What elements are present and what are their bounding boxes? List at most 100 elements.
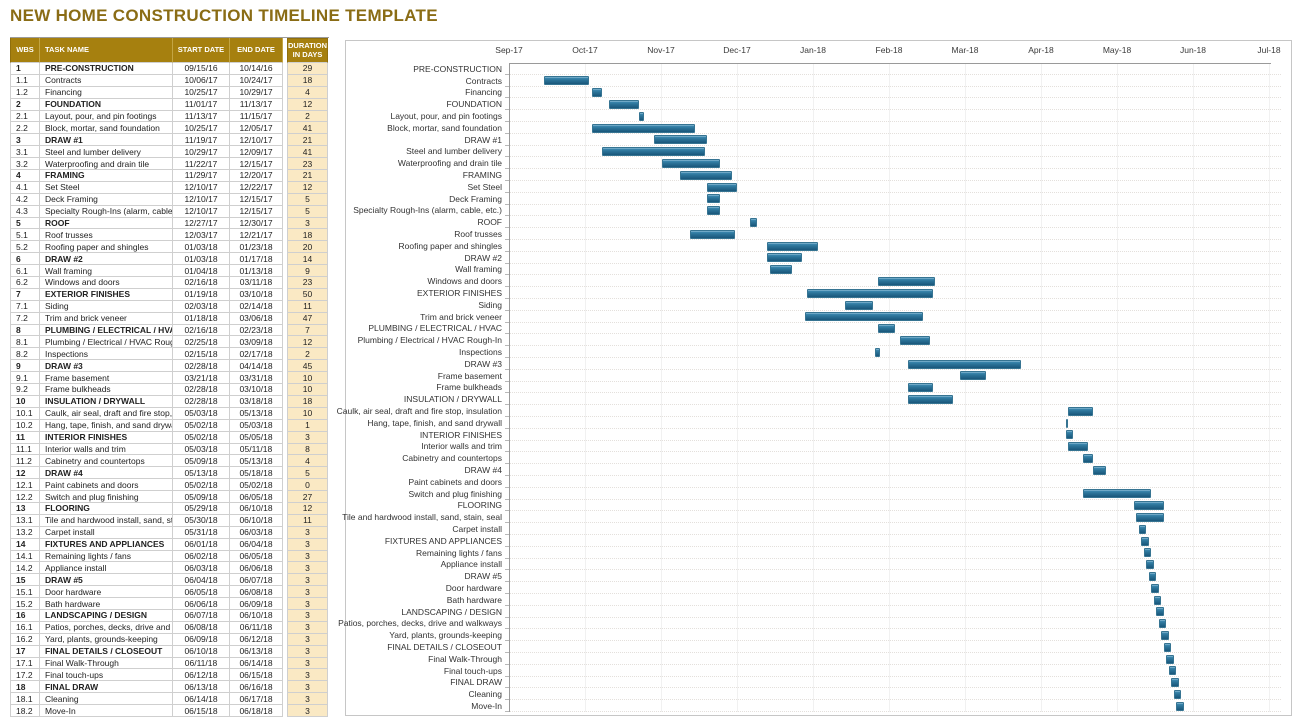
- task-name-cell: Door hardware: [40, 586, 173, 599]
- table-row: 15.2 Bath hardware 06/06/18 06/09/18 3: [10, 598, 329, 610]
- wbs-cell: 15: [10, 574, 40, 587]
- gantt-bar: [654, 135, 708, 145]
- gantt-bar: [707, 194, 720, 204]
- row-gridline: [510, 463, 1281, 465]
- wbs-cell: 4.1: [10, 181, 40, 194]
- row-tick: [505, 179, 509, 181]
- row-tick: [505, 628, 509, 630]
- row-tick: [505, 451, 509, 453]
- wbs-cell: 10.1: [10, 407, 40, 420]
- gantt-bar: [1093, 465, 1106, 475]
- task-label: Tile and hardwood install, sand, stain, …: [342, 512, 502, 523]
- task-label: Remaining lights / fans: [416, 547, 502, 558]
- wbs-cell: 8.1: [10, 336, 40, 349]
- chart-row: Wall framing: [346, 264, 1291, 276]
- end-date-cell: 06/16/18: [230, 681, 283, 694]
- task-label: DRAW #2: [464, 252, 502, 263]
- table-row: 17.1 Final Walk-Through 06/11/18 06/14/18 3: [10, 657, 329, 670]
- table-row: 7.1 Siding 02/03/18 02/14/18 11: [10, 300, 329, 313]
- task-name-cell: Final touch-ups: [40, 669, 173, 682]
- task-label: Paint cabinets and doors: [408, 476, 502, 487]
- month-label: Jul-18: [1257, 45, 1281, 55]
- gantt-bar: [1136, 512, 1164, 522]
- row-tick: [505, 309, 509, 311]
- chart-row: Caulk, air seal, draft and fire stop, in…: [337, 405, 1291, 417]
- row-gridline: [510, 404, 1281, 406]
- row-tick: [505, 604, 509, 606]
- row-tick: [505, 522, 509, 524]
- gantt-bar: [1068, 406, 1094, 416]
- start-date-cell: 06/06/18: [173, 598, 230, 610]
- task-label: Windows and doors: [427, 276, 502, 287]
- end-date-cell: 11/15/17: [230, 110, 283, 123]
- chart-row: Cabinetry and countertops: [346, 452, 1291, 465]
- end-date-cell: 06/18/18: [230, 705, 283, 717]
- end-date-cell: 05/11/18: [230, 443, 283, 456]
- table-row: 14 FIXTURES AND APPLIANCES 06/01/18 06/04/1…: [10, 538, 329, 551]
- start-date-cell: 02/16/18: [173, 277, 230, 289]
- start-date-cell: 01/04/18: [173, 265, 230, 278]
- month-gridline: [1117, 64, 1118, 712]
- row-gridline: [510, 545, 1281, 547]
- gantt-bar: [877, 324, 896, 334]
- end-date-cell: 12/15/17: [230, 205, 283, 218]
- table-row: 1 PRE-CONSTRUCTION 09/15/16 10/14/16 29: [10, 63, 329, 75]
- gantt-bar: [707, 182, 738, 192]
- row-tick: [505, 333, 509, 335]
- duration-cell: 3: [287, 609, 328, 622]
- chart-row: Financing: [346, 87, 1291, 99]
- chart-row: Contracts: [346, 75, 1291, 87]
- wbs-cell: 4: [10, 170, 40, 182]
- row-gridline: [510, 699, 1281, 701]
- end-date-column-header: END DATE: [230, 38, 283, 63]
- chart-row: Tile and hardwood install, sand, stain, …: [342, 511, 1291, 524]
- chart-row: DRAW #1: [346, 134, 1291, 146]
- gantt-bar: [679, 170, 733, 180]
- row-gridline: [510, 250, 1281, 252]
- duration-cell: 3: [287, 598, 328, 610]
- row-tick: [505, 238, 509, 240]
- gantt-bar: [1065, 418, 1069, 428]
- wbs-cell: 18.1: [10, 693, 40, 706]
- wbs-cell: 10.2: [10, 419, 40, 432]
- start-date-cell: 12/10/17: [173, 193, 230, 206]
- row-tick: [505, 215, 509, 217]
- row-gridline: [510, 380, 1281, 382]
- wbs-cell: 13.1: [10, 514, 40, 527]
- row-tick: [505, 557, 509, 559]
- chart-row: Yard, plants, grounds-keeping: [346, 629, 1291, 642]
- task-label: Frame basement: [437, 370, 502, 381]
- wbs-cell: 6: [10, 253, 40, 266]
- wbs-cell: 16: [10, 609, 40, 622]
- gantt-bar: [639, 111, 645, 121]
- table-row: 8.2 Inspections 02/15/18 02/17/18 2: [10, 348, 329, 361]
- duration-cell: 18: [287, 74, 328, 87]
- end-date-cell: 06/10/18: [230, 514, 283, 527]
- table-row: 14.2 Appliance install 06/03/18 06/06/18 3: [10, 562, 329, 575]
- task-label: Steel and lumber delivery: [406, 146, 502, 157]
- gantt-bar: [907, 394, 953, 404]
- start-date-cell: 06/02/18: [173, 550, 230, 563]
- start-date-cell: 06/05/18: [173, 586, 230, 599]
- month-label: Jan-18: [800, 45, 826, 55]
- row-gridline: [510, 687, 1281, 689]
- task-label: Set Steel: [467, 181, 503, 192]
- start-date-cell: 06/08/18: [173, 621, 230, 634]
- task-name-cell: Hang, tape, finish, and sand drywall: [40, 419, 173, 432]
- row-gridline: [510, 227, 1281, 229]
- end-date-cell: 01/17/18: [230, 253, 283, 266]
- task-name-column-header: TASK NAME: [40, 38, 173, 63]
- row-tick: [505, 699, 509, 701]
- start-date-cell: 01/19/18: [173, 288, 230, 301]
- task-label: Inspections: [459, 347, 502, 358]
- wbs-cell: 2: [10, 98, 40, 111]
- table-body: 1 PRE-CONSTRUCTION 09/15/16 10/14/16 29 1.1 Co…: [10, 63, 329, 717]
- table-row: 14.1 Remaining lights / fans 06/02/18 06/05…: [10, 550, 329, 563]
- gantt-bar: [601, 147, 705, 157]
- chart-row: Cleaning: [346, 688, 1291, 701]
- row-tick: [505, 321, 509, 323]
- duration-cell: 12: [287, 98, 328, 111]
- table-row: 18 FINAL DRAW 06/13/18 06/16/18 3: [10, 681, 329, 694]
- table-row: 12.1 Paint cabinets and doors 05/02/18 05/0…: [10, 479, 329, 492]
- end-date-cell: 06/17/18: [230, 693, 283, 706]
